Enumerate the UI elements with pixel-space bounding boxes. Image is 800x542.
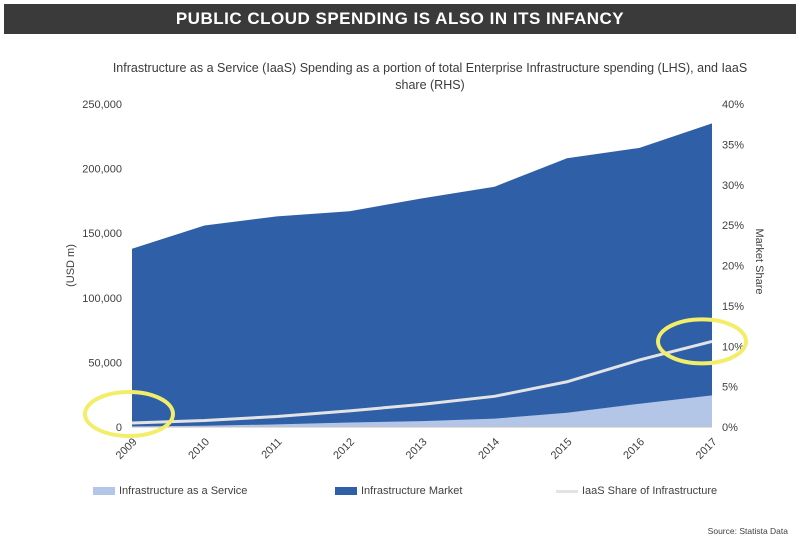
chart-subtitle: Infrastructure as a Service (IaaS) Spend… [112, 61, 748, 92]
title-banner: PUBLIC CLOUD SPENDING IS ALSO IN ITS INF… [4, 4, 796, 34]
y-tick-label-left: 250,000 [82, 99, 122, 111]
x-tick-label: 2014 [476, 436, 502, 462]
y-axis-title-left: (USD m) [65, 244, 77, 287]
legend-swatch-market [335, 487, 357, 495]
legend-item-share: IaaS Share of Infrastructure [556, 485, 717, 497]
legend-item-iaas: Infrastructure as a Service [93, 485, 247, 497]
y-tick-label-left: 50,000 [88, 357, 122, 369]
y-tick-label-right: 20% [722, 261, 744, 273]
y-tick-label-right: 35% [722, 139, 744, 151]
y-tick-label-left: 150,000 [82, 228, 122, 240]
x-tick-label: 2016 [621, 436, 647, 462]
y-tick-label-right: 40% [722, 99, 744, 111]
y-tick-label-right: 25% [722, 220, 744, 232]
source-note: Source: Statista Data [707, 526, 788, 536]
series-line-iaas-share [131, 339, 713, 425]
y-tick-label-right: 15% [722, 301, 744, 313]
y-tick-label-right: 5% [722, 382, 738, 394]
legend-label-share: IaaS Share of Infrastructure [582, 485, 718, 497]
x-tick-label: 2011 [259, 436, 284, 461]
x-tick-label: 2017 [694, 436, 720, 462]
legend-label-market: Infrastructure Market [361, 485, 463, 497]
legend: Infrastructure as a Service Infrastructu… [0, 485, 800, 503]
highlight-circle-2017 [656, 317, 748, 366]
legend-swatch-iaas [93, 487, 115, 495]
legend-item-market: Infrastructure Market [335, 485, 462, 497]
x-tick-label: 2010 [186, 436, 212, 462]
series-area-iaas [132, 395, 712, 427]
x-tick-label: 2015 [549, 436, 575, 462]
y-tick-label-right: 30% [722, 180, 744, 192]
y-tick-label-left: 200,000 [82, 164, 122, 176]
x-tick-label: 2009 [114, 436, 140, 462]
highlight-circle-2009 [83, 389, 175, 438]
y-tick-label-left: 0 [116, 422, 122, 434]
y-axis-title-right: Market Share [753, 228, 765, 294]
x-tick-label: 2012 [331, 436, 357, 462]
y-tick-label-right: 10% [722, 341, 744, 353]
series-area-infrastructure-market [132, 123, 712, 427]
x-tick-label: 2013 [404, 436, 430, 462]
y-tick-label-right: 0% [722, 422, 738, 434]
legend-swatch-share [556, 489, 578, 493]
y-tick-label-left: 100,000 [82, 293, 122, 305]
legend-label-iaas: Infrastructure as a Service [119, 485, 248, 497]
